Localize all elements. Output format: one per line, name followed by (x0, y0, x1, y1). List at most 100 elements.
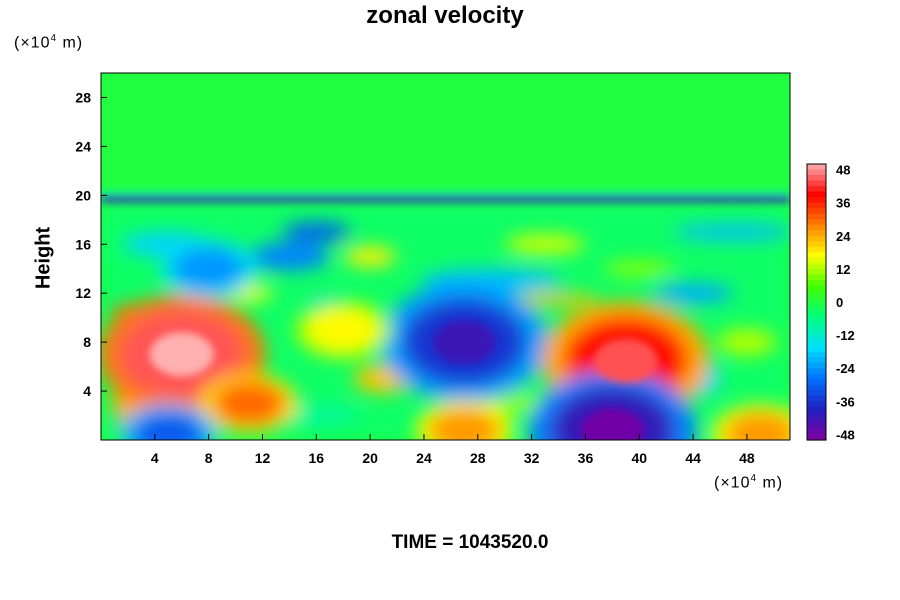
colorbar-step (807, 395, 826, 402)
feature-core (213, 381, 286, 426)
contour-structure (518, 293, 599, 306)
x-tick-label: 40 (631, 450, 647, 466)
colorbar-tick-label: 24 (836, 229, 851, 244)
colorbar-step (807, 417, 826, 425)
colorbar-tick-label: -48 (836, 427, 855, 442)
colorbar-step (807, 279, 826, 287)
x-unit-label: (×104 m) (714, 473, 784, 492)
colorbar-step (807, 362, 826, 369)
colorbar-step (807, 175, 826, 182)
colorbar-step (807, 197, 826, 204)
feature-peak (580, 408, 645, 440)
colorbar-tick-label: 36 (836, 196, 850, 211)
x-axis-ticks: 4 8 12 16 20 24 28 32 36 40 44 48 (151, 434, 755, 466)
colorbar-step (807, 401, 826, 408)
x-tick-label: 48 (739, 450, 755, 466)
colorbar-step (807, 224, 826, 231)
colorbar-step (807, 434, 826, 441)
contour-structure (716, 328, 777, 357)
colorbar-step (807, 379, 826, 386)
x-tick-label: 8 (205, 450, 213, 466)
colorbar-step (807, 368, 826, 375)
colorbar-step (807, 268, 826, 275)
colorbar-step (807, 296, 826, 303)
colorbar-step (807, 412, 826, 419)
colorbar-step (807, 318, 826, 325)
colorbar-tick-label: 12 (836, 262, 850, 277)
contour-structure (603, 260, 676, 277)
colorbar-step (807, 329, 826, 336)
colorbar-step (807, 169, 826, 176)
colorbar-step (807, 290, 826, 298)
feature-core (307, 307, 380, 352)
colorbar-step (807, 302, 826, 309)
x-tick-label: 36 (578, 450, 594, 466)
colorbar-step (807, 384, 826, 391)
colorbar-step (807, 230, 826, 237)
colorbar-step (807, 252, 826, 259)
plot-frame (100, 72, 791, 441)
x-tick-label: 28 (470, 450, 486, 466)
colorbar-step (807, 274, 826, 281)
colorbar-step (807, 202, 826, 209)
colorbar-step (807, 428, 826, 436)
feature-peak (593, 338, 658, 383)
y-tick-label: 16 (75, 236, 91, 252)
contour-structure (505, 234, 586, 255)
colorbar-step (807, 164, 826, 171)
colorbar-step (807, 246, 826, 253)
colorbar-tick-label: -36 (836, 394, 855, 409)
feature-core (428, 408, 501, 440)
contour-structure (282, 222, 351, 243)
tropopause-band (101, 196, 790, 203)
y-tick-label: 4 (83, 383, 91, 399)
colorbar-step (807, 241, 826, 248)
colorbar-step (807, 373, 826, 380)
contour-structure (673, 224, 790, 241)
contour-structure (653, 283, 734, 304)
colorbar-step (807, 406, 826, 413)
colorbar-step (807, 324, 826, 331)
colorbar-step (807, 186, 826, 193)
x-tick-label: 44 (685, 450, 701, 466)
colorbar (806, 163, 827, 441)
time-label: TIME = 1043520.0 (391, 532, 549, 553)
x-tick-label: 24 (416, 450, 432, 466)
colorbar-step (807, 219, 826, 226)
colorbar-step (807, 340, 826, 347)
colorbar-step (807, 357, 826, 364)
y-tick-label: 28 (75, 89, 91, 105)
colorbar-tick-label: -12 (836, 328, 855, 343)
colorbar-ticks: 48 36 24 12 0 -12 -24 -36 -48 (836, 163, 856, 443)
colorbar-step (807, 313, 826, 320)
x-tick-label: 12 (255, 450, 271, 466)
colorbar-step (807, 335, 826, 342)
colorbar-tick-label: -24 (836, 361, 856, 376)
y-tick-label: 20 (75, 187, 91, 203)
colorbar-step (807, 235, 826, 242)
colorbar-step (807, 423, 826, 430)
feature-core (172, 246, 245, 291)
colorbar-tick-label: 0 (836, 295, 843, 310)
colorbar-frame (806, 163, 827, 441)
y-axis-ticks: 4 8 12 16 20 24 28 (75, 89, 107, 399)
colorbar-step (807, 213, 826, 220)
colorbar-step (807, 263, 826, 270)
colorbar-tick-label: 48 (836, 163, 850, 178)
colorbar-step (807, 180, 826, 187)
colorbar-step (807, 351, 826, 358)
y-tick-label: 8 (83, 334, 91, 350)
y-tick-label: 24 (75, 138, 91, 154)
colorbar-step (807, 346, 826, 353)
colorbar-step (807, 257, 826, 264)
contour-structure (249, 242, 330, 271)
y-unit-label: (×104 m) (14, 33, 84, 52)
contour-structure (344, 246, 397, 267)
contour-field (101, 73, 790, 440)
colorbar-step (807, 390, 826, 397)
x-tick-label: 16 (309, 450, 325, 466)
colorbar-step (807, 191, 826, 198)
y-tick-label: 12 (75, 285, 91, 301)
feature-core (132, 411, 205, 440)
